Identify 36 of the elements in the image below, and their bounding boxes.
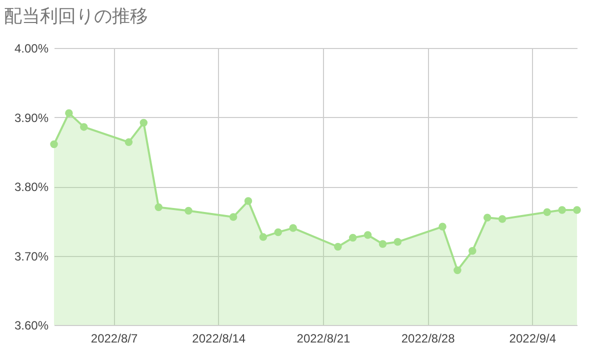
point [558, 206, 566, 214]
y-tick-label: 3.90% [14, 110, 49, 125]
point [498, 215, 506, 223]
y-tick-label: 3.80% [14, 180, 49, 194]
point [334, 242, 342, 251]
point [124, 138, 133, 146]
point [50, 140, 58, 148]
y-tick-label: 3.70% [14, 249, 49, 264]
x-tick-label: 2022/8/7 [90, 332, 138, 346]
point [483, 214, 492, 222]
point [468, 247, 476, 255]
point [244, 197, 252, 205]
chart-title: 配当利回りの推移 [4, 6, 148, 27]
point [289, 224, 297, 232]
x-tick-label: 2022/8/28 [401, 332, 456, 346]
x-tick-label: 2022/9/4 [509, 332, 556, 346]
point [438, 222, 446, 231]
y-tick-label: 3.60% [14, 318, 49, 332]
point [274, 228, 282, 236]
point [65, 109, 73, 117]
point [154, 203, 162, 212]
x-tick-label: 2022/8/14 [192, 332, 246, 346]
point [394, 238, 402, 246]
point [229, 213, 238, 221]
point [348, 234, 357, 242]
point [259, 233, 268, 241]
point [543, 208, 551, 216]
point [454, 266, 462, 274]
point [378, 240, 387, 248]
y-tick-label: 4.00% [14, 42, 49, 56]
point [80, 123, 88, 131]
point [573, 206, 581, 214]
point [184, 206, 192, 215]
point [364, 231, 372, 239]
point [140, 118, 148, 127]
x-tick-label: 2022/8/21 [296, 332, 350, 346]
